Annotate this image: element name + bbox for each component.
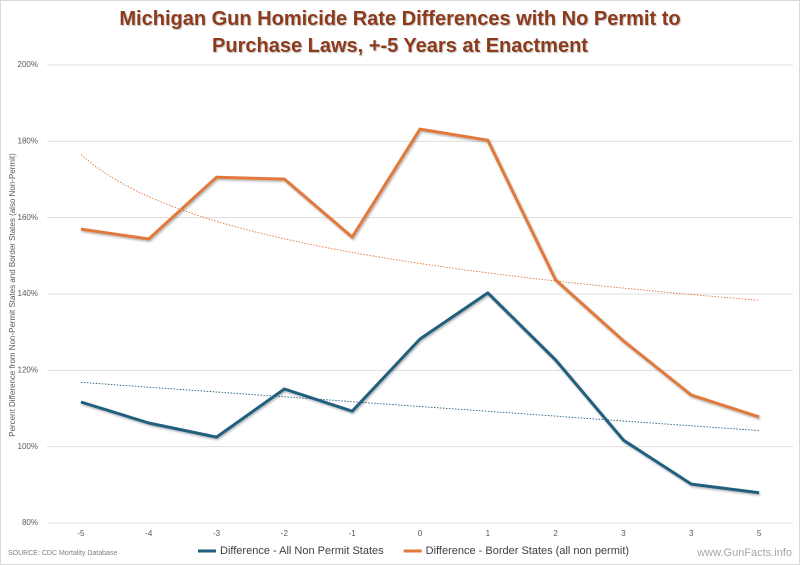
series-line [80,291,760,495]
series-line [80,127,760,419]
y-tick-label: 160% [18,213,38,222]
x-tick-label: -4 [145,529,153,538]
y-tick-label: 140% [18,289,38,298]
x-tick-label: 5 [757,529,762,538]
source-note: SOURCE: CDC Mortality Database [8,550,117,557]
x-tick-label: -2 [281,529,289,538]
x-tick-label: -5 [77,529,85,538]
x-tick-label: -1 [349,529,357,538]
x-tick-label: 2 [553,529,558,538]
x-tick-label: 3 [689,529,694,538]
y-tick-label: 180% [18,136,38,145]
x-tick-label: 3 [621,529,626,538]
legend-label: Difference - Border States (all non perm… [426,545,629,557]
x-tick-label: -3 [213,529,221,538]
legend-label: Difference - All Non Permit States [220,545,384,557]
chart-title: Michigan Gun Homicide Rate Differences w… [119,8,681,57]
trendline [80,381,760,432]
x-tick-label: 1 [486,529,491,538]
x-tick-label: 0 [418,529,423,538]
y-tick-label: 80% [22,518,38,527]
watermark: www.GunFacts.info [696,547,792,559]
y-tick-label: 200% [18,60,38,69]
trendline [80,154,760,301]
y-tick-label: 100% [18,442,38,451]
y-axis-label: Percent Difference from Non-Permit State… [8,153,17,437]
y-tick-label: 120% [18,365,38,374]
